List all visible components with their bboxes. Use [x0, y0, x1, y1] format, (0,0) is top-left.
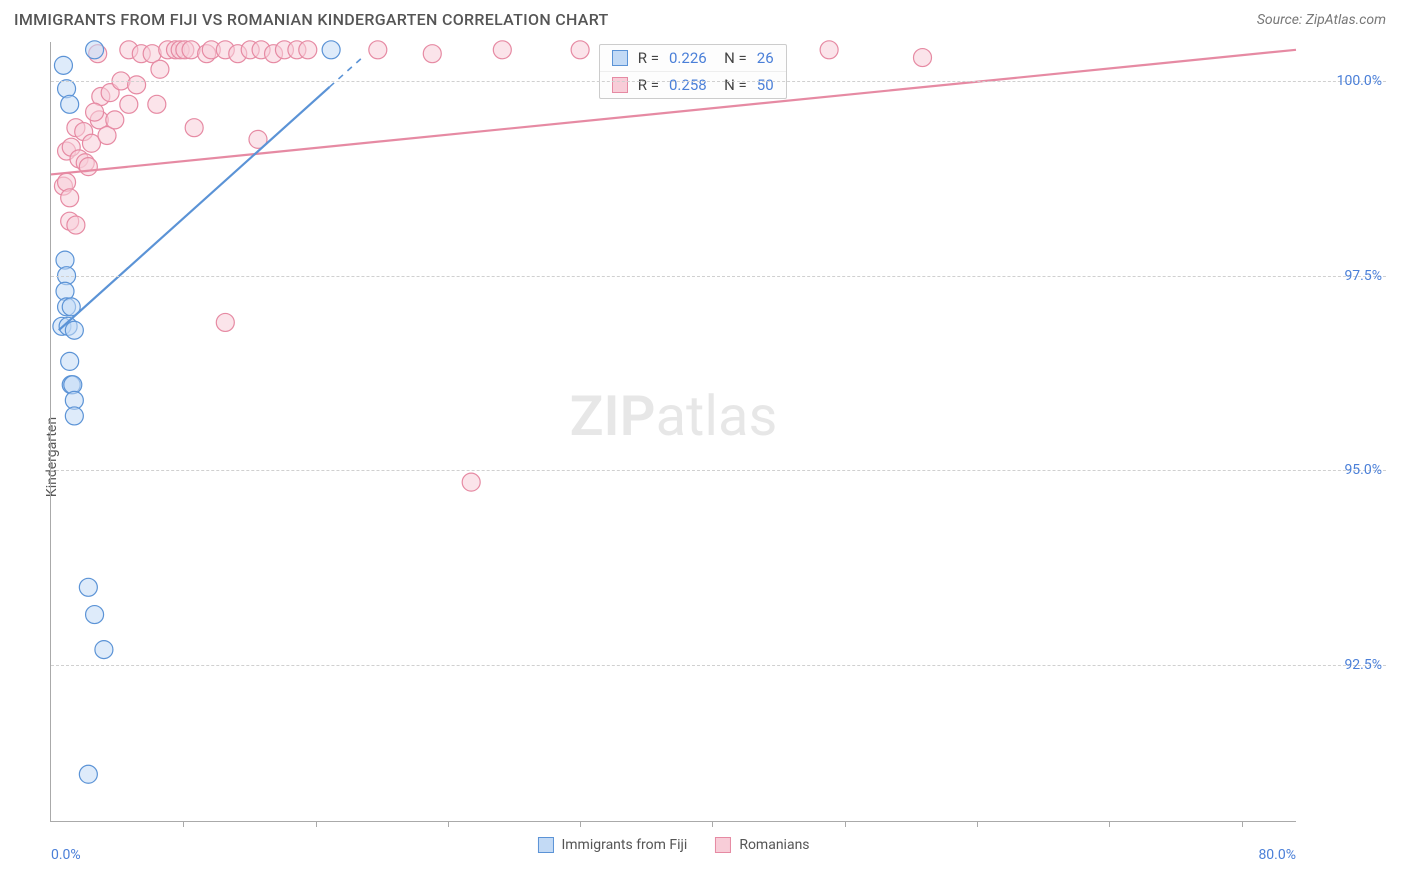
- y-tick-label: 92.5%: [1302, 657, 1382, 673]
- data-point: [322, 41, 340, 59]
- chart-area: Kindergarten ZIPatlas R = 0.226 N = 26R …: [14, 42, 1386, 872]
- chart-source: Source: ZipAtlas.com: [1257, 12, 1386, 28]
- data-point: [148, 95, 166, 113]
- plot-region: ZIPatlas R = 0.226 N = 26R = 0.258 N = 5…: [50, 42, 1296, 822]
- legend-item: Immigrants from Fiji: [537, 837, 687, 853]
- stat-n-value: 26: [757, 49, 774, 67]
- bottom-legend: Immigrants from Fiji Romanians: [537, 837, 809, 853]
- x-tick-mark: [1242, 821, 1243, 827]
- stat-n-label: N =: [717, 76, 747, 94]
- data-point: [58, 173, 76, 191]
- data-point: [79, 765, 97, 783]
- y-tick-label: 95.0%: [1302, 462, 1382, 478]
- stat-r-label: R =: [638, 49, 659, 67]
- data-point: [423, 45, 441, 63]
- x-tick-mark: [1109, 821, 1110, 827]
- data-point: [86, 606, 104, 624]
- x-tick-mark: [977, 821, 978, 827]
- legend-label: Romanians: [739, 837, 809, 853]
- data-point: [61, 352, 79, 370]
- legend-item: Romanians: [715, 837, 809, 853]
- legend-swatch: [612, 50, 628, 66]
- legend-stats-row: R = 0.226 N = 26: [600, 45, 786, 71]
- data-point: [120, 95, 138, 113]
- plot-svg: [51, 42, 1296, 821]
- legend-stats-row: R = 0.258 N = 50: [600, 71, 786, 98]
- x-tick-mark: [712, 821, 713, 827]
- data-point: [61, 95, 79, 113]
- stat-r-value: 0.258: [669, 76, 707, 94]
- x-tick-mark: [183, 821, 184, 827]
- data-point: [79, 578, 97, 596]
- legend-swatch: [537, 837, 553, 853]
- data-point: [462, 473, 480, 491]
- data-point: [95, 641, 113, 659]
- gridline-h: [51, 665, 1386, 666]
- data-point: [86, 103, 104, 121]
- x-tick-mark: [316, 821, 317, 827]
- data-point: [106, 111, 124, 129]
- data-point: [79, 158, 97, 176]
- data-point: [571, 41, 589, 59]
- data-point: [65, 321, 83, 339]
- data-point: [151, 60, 169, 78]
- data-point: [820, 41, 838, 59]
- data-point: [65, 407, 83, 425]
- gridline-h: [51, 276, 1386, 277]
- data-point: [61, 189, 79, 207]
- data-point: [58, 80, 76, 98]
- x-tick-mark: [845, 821, 846, 827]
- data-point: [128, 76, 146, 94]
- trend-line-extrapolated: [330, 58, 363, 87]
- chart-title: IMMIGRANTS FROM FIJI VS ROMANIAN KINDERG…: [14, 10, 609, 29]
- stat-n-value: 50: [757, 76, 774, 94]
- y-tick-label: 100.0%: [1302, 73, 1382, 89]
- data-point: [67, 216, 85, 234]
- stat-r-label: R =: [638, 76, 659, 94]
- stat-n-label: N =: [717, 49, 747, 67]
- data-point: [369, 41, 387, 59]
- data-point: [299, 41, 317, 59]
- legend-stats-box: R = 0.226 N = 26R = 0.258 N = 50: [599, 44, 787, 99]
- gridline-h: [51, 470, 1386, 471]
- legend-swatch: [612, 77, 628, 93]
- legend-label: Immigrants from Fiji: [561, 837, 687, 853]
- data-point: [914, 49, 932, 67]
- y-tick-label: 97.5%: [1302, 268, 1382, 284]
- chart-header: IMMIGRANTS FROM FIJI VS ROMANIAN KINDERG…: [0, 0, 1406, 37]
- x-tick-mark: [580, 821, 581, 827]
- stat-r-value: 0.226: [669, 49, 707, 67]
- x-tick-mark: [448, 821, 449, 827]
- x-tick-label: 80.0%: [1258, 847, 1296, 863]
- data-point: [185, 119, 203, 137]
- gridline-h: [51, 81, 1386, 82]
- legend-swatch: [715, 837, 731, 853]
- data-point: [216, 313, 234, 331]
- data-point: [54, 56, 72, 74]
- data-point: [86, 41, 104, 59]
- data-point: [493, 41, 511, 59]
- x-tick-label: 0.0%: [51, 847, 81, 863]
